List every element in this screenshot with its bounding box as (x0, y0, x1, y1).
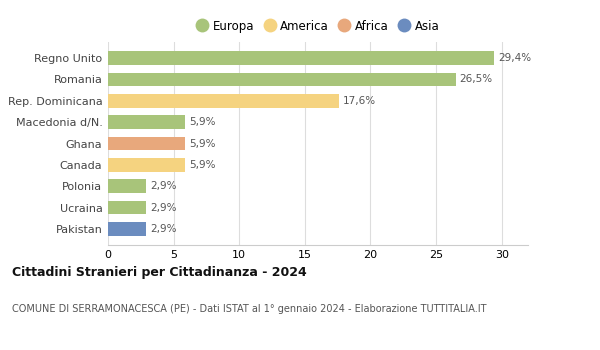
Text: 2,9%: 2,9% (150, 181, 176, 191)
Text: COMUNE DI SERRAMONACESCA (PE) - Dati ISTAT al 1° gennaio 2024 - Elaborazione TUT: COMUNE DI SERRAMONACESCA (PE) - Dati IST… (12, 304, 487, 315)
Text: Cittadini Stranieri per Cittadinanza - 2024: Cittadini Stranieri per Cittadinanza - 2… (12, 266, 307, 279)
Bar (108, 72, 456, 86)
Bar (108, 51, 494, 65)
Bar (108, 179, 146, 193)
Text: 5,9%: 5,9% (190, 117, 216, 127)
Bar (108, 115, 185, 129)
Bar (108, 201, 146, 215)
Legend: Europa, America, Africa, Asia: Europa, America, Africa, Asia (191, 15, 445, 38)
Text: 17,6%: 17,6% (343, 96, 376, 106)
Text: 2,9%: 2,9% (150, 203, 176, 212)
Text: 29,4%: 29,4% (498, 53, 531, 63)
Bar (108, 158, 185, 172)
Bar (108, 94, 339, 108)
Bar (108, 136, 185, 150)
Bar (108, 222, 146, 236)
Text: 5,9%: 5,9% (190, 139, 216, 148)
Text: 2,9%: 2,9% (150, 224, 176, 234)
Text: 5,9%: 5,9% (190, 160, 216, 170)
Text: 26,5%: 26,5% (460, 75, 493, 84)
